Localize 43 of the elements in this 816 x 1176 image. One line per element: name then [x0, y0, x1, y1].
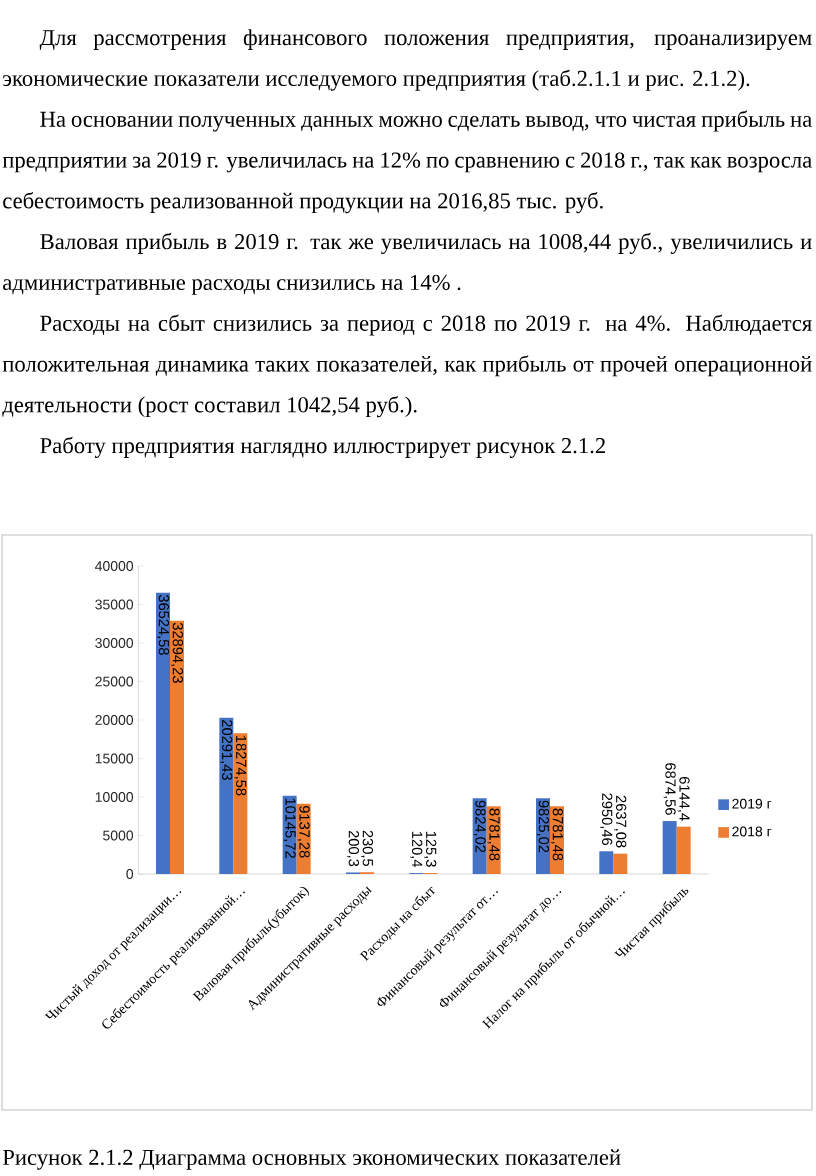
- text: Для рассмотрения финансового положения предприятия, проанализируем экономические показатели исследуемого предприятия (таб.2.1.1 и рис. 2.1.2).: [3, 29, 812, 91]
- data-label: 120,4: [410, 831, 423, 868]
- text: Рисунок 2.1.2 Диаграмма основных экономических показателей: [2, 1149, 621, 1170]
- data-label: 230,5: [360, 830, 374, 866]
- y-tick-label: 0: [126, 869, 134, 879]
- data-label: 125,3: [424, 831, 437, 867]
- data-label: 32894,23: [170, 622, 184, 683]
- y-tick-label: 15000: [95, 753, 134, 764]
- text: Работу предприятия наглядно иллюстрирует рисунок 2.1.2: [40, 436, 605, 458]
- data-label: 2637,08: [614, 795, 627, 848]
- bar: [613, 853, 628, 874]
- legend-label: 2019 г: [732, 798, 772, 809]
- bar: [170, 620, 184, 874]
- y-tick-label: 10000: [95, 792, 134, 802]
- data-label: 20291,43: [220, 720, 233, 780]
- data-label: 18274,58: [234, 735, 247, 796]
- data-label: 9137,28: [297, 805, 310, 858]
- data-label: 8781,48: [487, 808, 500, 861]
- data-label: 6874,56: [663, 763, 676, 815]
- text: Расходы на сбыт снизились за период с 2018 по 2019 г. на 4%. Наблюдается положительная динамика таких показателей, как прибыль от прочей операционной деятельности (рост составил 1042,54 руб.).: [2, 314, 812, 418]
- bar: [233, 733, 248, 874]
- text: На основании полученных данных можно сделать вывод, что чистая прибыль на предприятии за 2019 г. увеличилась на 12% по сравнению с 2018 г., так как возросла себестоимость реализованной продукции на 2016,85 тыс. руб.: [2, 110, 812, 214]
- data-label: 9825,02: [536, 800, 550, 853]
- data-label: 6144,4: [677, 776, 690, 821]
- y-tick-label: 35000: [95, 599, 134, 610]
- y-tick-label: 40000: [95, 561, 134, 571]
- y-tick-label: 20000: [95, 715, 134, 725]
- text: Валовая прибыль в 2019 г. так же увеличилась на 1008,44 руб., увеличились и административные расходы снизились на 14% .: [3, 232, 812, 295]
- y-tick-label: 25000: [95, 676, 134, 687]
- bar: [219, 717, 234, 874]
- bar: [662, 821, 677, 874]
- data-label: 200,3: [346, 830, 360, 867]
- y-tick-label: 5000: [103, 830, 134, 841]
- bar: [599, 851, 614, 874]
- data-label: 9824,02: [473, 800, 486, 853]
- data-label: 8781,48: [550, 808, 564, 861]
- y-tick-label: 30000: [95, 638, 134, 648]
- legend-label: 2018 г: [732, 826, 772, 837]
- data-label: 36524,58: [156, 594, 170, 655]
- bar: [676, 826, 691, 874]
- bar: [156, 592, 170, 874]
- data-label: 2950,46: [600, 793, 613, 846]
- data-label: 10145,72: [283, 798, 296, 858]
